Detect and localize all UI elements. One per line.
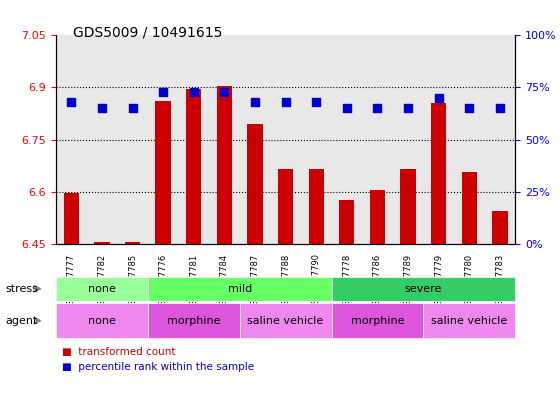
Point	[281, 99, 290, 105]
Text: severe: severe	[405, 284, 442, 294]
Point	[465, 105, 474, 111]
Text: mild: mild	[227, 284, 252, 294]
Point	[220, 88, 229, 95]
Point	[67, 99, 76, 105]
Bar	[492, 211, 507, 244]
Point	[128, 105, 137, 111]
Bar	[339, 200, 354, 244]
Text: none: none	[88, 316, 116, 326]
Bar	[186, 89, 202, 244]
Point	[189, 88, 198, 95]
Bar	[156, 101, 171, 244]
Text: stress: stress	[6, 284, 39, 294]
Point	[97, 105, 106, 111]
Bar	[431, 103, 446, 244]
Text: agent: agent	[6, 316, 38, 326]
Bar	[309, 169, 324, 244]
Point	[404, 105, 413, 111]
Text: ■  transformed count: ■ transformed count	[62, 347, 175, 357]
Bar	[400, 169, 416, 244]
Point	[312, 99, 321, 105]
Bar	[217, 86, 232, 244]
Text: ■  percentile rank within the sample: ■ percentile rank within the sample	[62, 362, 254, 373]
Text: GDS5009 / 10491615: GDS5009 / 10491615	[73, 26, 222, 40]
Bar	[248, 124, 263, 244]
Text: saline vehicle: saline vehicle	[248, 316, 324, 326]
Point	[496, 105, 505, 111]
Text: morphine: morphine	[351, 316, 404, 326]
Bar	[461, 173, 477, 244]
Text: morphine: morphine	[167, 316, 221, 326]
Bar	[125, 242, 140, 244]
Point	[342, 105, 351, 111]
Bar	[370, 190, 385, 244]
Point	[250, 99, 259, 105]
Point	[373, 105, 382, 111]
Bar	[64, 193, 79, 244]
Bar	[278, 169, 293, 244]
Text: none: none	[88, 284, 116, 294]
Text: saline vehicle: saline vehicle	[431, 316, 507, 326]
Point	[434, 95, 443, 101]
Point	[158, 88, 167, 95]
Bar	[94, 242, 110, 244]
